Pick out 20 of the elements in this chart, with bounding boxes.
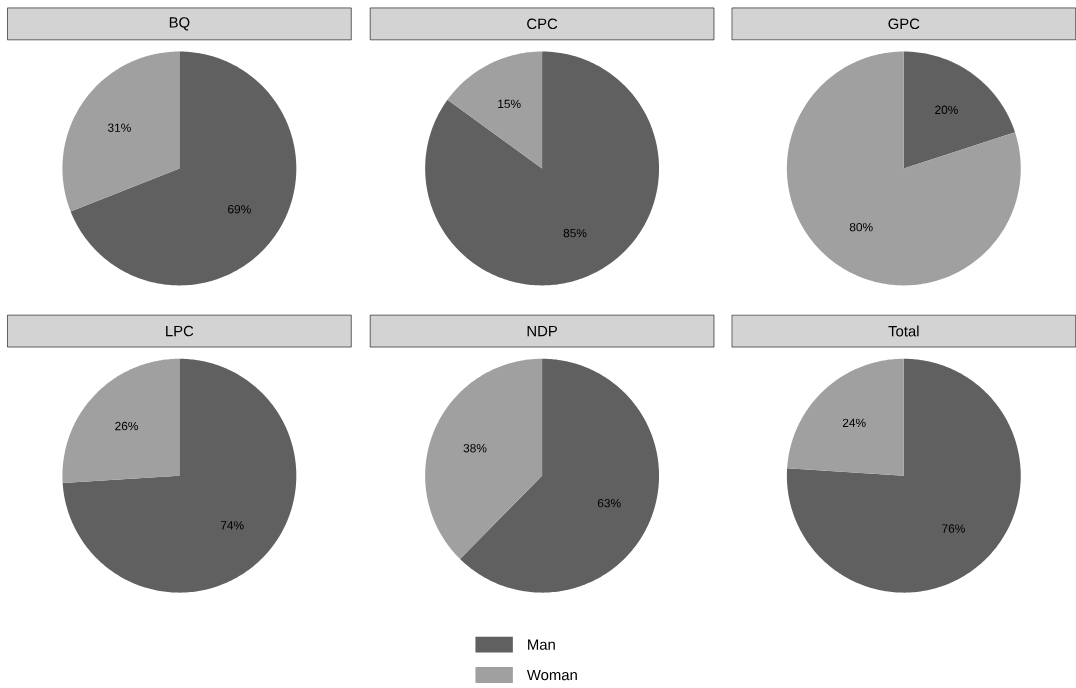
data-label: 63% (597, 499, 621, 508)
data-label: 69% (228, 205, 251, 214)
chart-title: Total (888, 325, 919, 337)
data-label: 85% (563, 228, 587, 238)
chart-title: GPC (888, 18, 920, 30)
data-label: 15% (498, 99, 521, 109)
data-label: 38% (463, 444, 487, 453)
data-label: 20% (935, 105, 958, 115)
data-label: 80% (849, 223, 873, 232)
chart-title: LPC (166, 325, 194, 337)
data-label: 31% (107, 123, 131, 133)
legend-label: Man (528, 639, 555, 650)
data-label: 76% (942, 524, 965, 533)
chart-title: NDP (527, 326, 557, 337)
chart-title: CPC (527, 18, 558, 30)
legend-label: Woman (526, 669, 577, 681)
chart-title: BQ (169, 17, 190, 31)
data-label: 74% (220, 521, 244, 530)
data-label: 24% (842, 418, 866, 428)
data-label: 26% (115, 421, 138, 431)
